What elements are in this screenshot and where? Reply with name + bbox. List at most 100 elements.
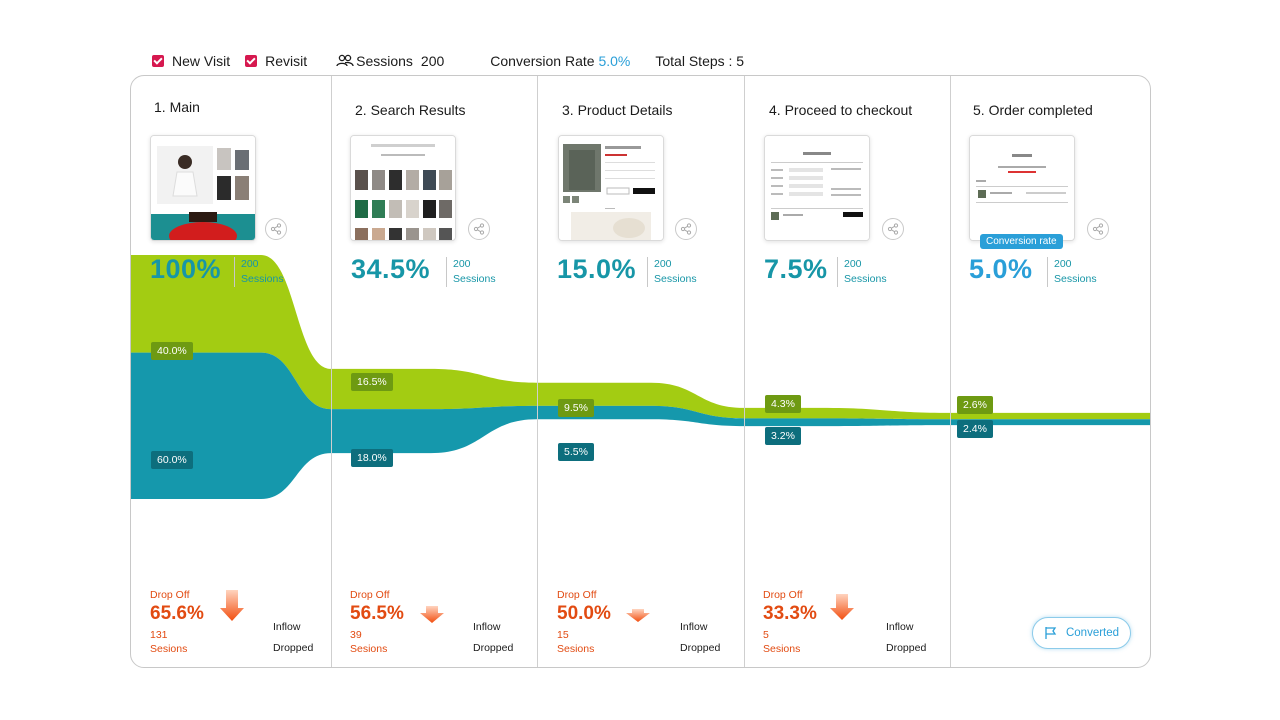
step-1-share-button[interactable] bbox=[265, 218, 287, 240]
share-icon bbox=[887, 223, 899, 235]
step-3-dropped-label: Dropped bbox=[680, 642, 721, 654]
column-divider bbox=[744, 76, 745, 667]
new-visit-checkbox[interactable]: New Visit bbox=[152, 53, 230, 69]
step-5-sessions: 200 Sessions bbox=[1047, 257, 1097, 287]
checkout-preview-icon bbox=[765, 136, 869, 240]
sessions-label: Sessions bbox=[356, 53, 413, 69]
conversion-rate-badge: Conversion rate bbox=[980, 234, 1063, 249]
step-3-title: 3. Product Details bbox=[562, 102, 673, 118]
checkbox-checked-icon bbox=[245, 55, 258, 67]
step-1-dropped-label: Dropped bbox=[273, 642, 314, 654]
sessions-label: Sessions bbox=[1054, 273, 1097, 285]
drop-off-count: 15 bbox=[557, 629, 569, 641]
step-4-thumbnail[interactable] bbox=[764, 135, 870, 241]
step-2-thumbnail[interactable] bbox=[350, 135, 456, 241]
converted-button[interactable]: Converted bbox=[1032, 617, 1131, 649]
step-1-drop-off-sessions: 131 Sesions bbox=[150, 628, 187, 656]
sessions-value: 200 bbox=[420, 53, 445, 69]
revisit-label-step-2: 18.0% bbox=[351, 449, 393, 467]
new-visit-label: New Visit bbox=[172, 53, 231, 69]
step-1-drop-off-label: Drop Off bbox=[150, 589, 190, 601]
sessions-count: 200 bbox=[1054, 258, 1072, 270]
funnel-panel: 1. Main 2. Search Results 3. Product Det… bbox=[130, 75, 1151, 668]
step-3-sessions: 200 Sessions bbox=[647, 257, 697, 287]
revisit-checkbox[interactable]: Revisit bbox=[245, 53, 307, 69]
drop-arrow-icon bbox=[626, 609, 650, 622]
step-2-percentage: 34.5% bbox=[351, 254, 431, 284]
share-icon bbox=[680, 223, 692, 235]
search-results-preview-icon bbox=[351, 136, 455, 240]
drop-arrow-icon bbox=[420, 606, 444, 623]
new-visit-label-step-3: 9.5% bbox=[558, 399, 594, 417]
step-2-title: 2. Search Results bbox=[355, 102, 466, 118]
step-5-thumbnail[interactable] bbox=[969, 135, 1075, 241]
order-completed-preview-icon bbox=[970, 136, 1074, 240]
step-4-title: 4. Proceed to checkout bbox=[769, 102, 913, 118]
step-2-dropped-label: Dropped bbox=[473, 642, 514, 654]
sessions-count: 200 bbox=[654, 258, 672, 270]
column-divider bbox=[537, 76, 538, 667]
drop-off-unit: Sesions bbox=[557, 643, 595, 655]
total-steps: Total Steps : 5 bbox=[655, 53, 745, 69]
drop-arrow-icon bbox=[830, 594, 854, 620]
revisit-label-step-4: 3.2% bbox=[765, 427, 801, 445]
main-page-preview-icon bbox=[151, 136, 255, 240]
step-1-percentage: 100% bbox=[150, 254, 222, 284]
users-icon bbox=[336, 54, 354, 67]
step-5-share-button[interactable] bbox=[1087, 218, 1109, 240]
product-details-preview-icon bbox=[559, 136, 663, 240]
new-visit-label-step-1: 40.0% bbox=[151, 342, 193, 360]
step-4-drop-off-sessions: 5 Sesions bbox=[763, 628, 800, 656]
conversion-rate-label: Conversion Rate bbox=[490, 53, 595, 69]
revisit-area bbox=[131, 352, 1150, 499]
step-1-title: 1. Main bbox=[154, 99, 200, 115]
share-icon bbox=[473, 223, 485, 235]
step-4-share-button[interactable] bbox=[882, 218, 904, 240]
revisit-label-step-3: 5.5% bbox=[558, 443, 594, 461]
column-divider bbox=[331, 76, 332, 667]
drop-off-count: 131 bbox=[150, 629, 168, 641]
checkbox-checked-icon bbox=[152, 55, 164, 67]
drop-off-unit: Sesions bbox=[150, 643, 188, 655]
drop-off-count: 39 bbox=[350, 629, 362, 641]
step-2-drop-off-label: Drop Off bbox=[350, 589, 390, 601]
step-3-drop-off-label: Drop Off bbox=[557, 589, 597, 601]
step-4-drop-off-label: Drop Off bbox=[763, 589, 803, 601]
step-3-percentage: 15.0% bbox=[557, 254, 637, 284]
step-4-dropped-label: Dropped bbox=[886, 642, 927, 654]
step-2-drop-off-sessions: 39 Sesions bbox=[350, 628, 387, 656]
converted-label: Converted bbox=[1065, 627, 1120, 639]
drop-off-count: 5 bbox=[763, 629, 769, 641]
step-2-inflow-label: Inflow bbox=[473, 621, 501, 633]
step-3-drop-off-percentage: 50.0% bbox=[557, 603, 611, 624]
step-4-inflow-label: Inflow bbox=[886, 621, 914, 633]
drop-arrow-icon bbox=[220, 590, 244, 621]
filter-bar: New Visit Revisit Sessions 200 Conversio… bbox=[152, 51, 744, 71]
sessions-count: 200 bbox=[241, 258, 259, 270]
step-5-percentage: 5.0% bbox=[969, 254, 1033, 284]
sessions-summary: Sessions 200 bbox=[336, 53, 444, 69]
step-3-inflow-label: Inflow bbox=[680, 621, 708, 633]
step-4-percentage: 7.5% bbox=[764, 254, 828, 284]
step-4-sessions: 200 Sessions bbox=[837, 257, 887, 287]
column-divider bbox=[950, 76, 951, 667]
sessions-label: Sessions bbox=[654, 273, 697, 285]
drop-off-unit: Sesions bbox=[763, 643, 801, 655]
step-1-sessions: 200 Sessions bbox=[234, 257, 284, 287]
step-2-share-button[interactable] bbox=[468, 218, 490, 240]
step-1-thumbnail[interactable] bbox=[150, 135, 256, 241]
share-icon bbox=[1092, 223, 1104, 235]
sessions-label: Sessions bbox=[241, 273, 284, 285]
step-2-drop-off-percentage: 56.5% bbox=[350, 603, 404, 624]
conversion-rate-summary: Conversion Rate 5.0% bbox=[490, 53, 630, 69]
sessions-label: Sessions bbox=[453, 273, 496, 285]
step-3-share-button[interactable] bbox=[675, 218, 697, 240]
share-icon bbox=[270, 223, 282, 235]
sessions-count: 200 bbox=[844, 258, 862, 270]
sessions-count: 200 bbox=[453, 258, 471, 270]
conversion-rate-value: 5.0% bbox=[598, 53, 631, 69]
step-1-inflow-label: Inflow bbox=[273, 621, 301, 633]
step-3-thumbnail[interactable] bbox=[558, 135, 664, 241]
new-visit-label-step-5: 2.6% bbox=[957, 396, 993, 414]
flag-icon bbox=[1045, 627, 1057, 639]
